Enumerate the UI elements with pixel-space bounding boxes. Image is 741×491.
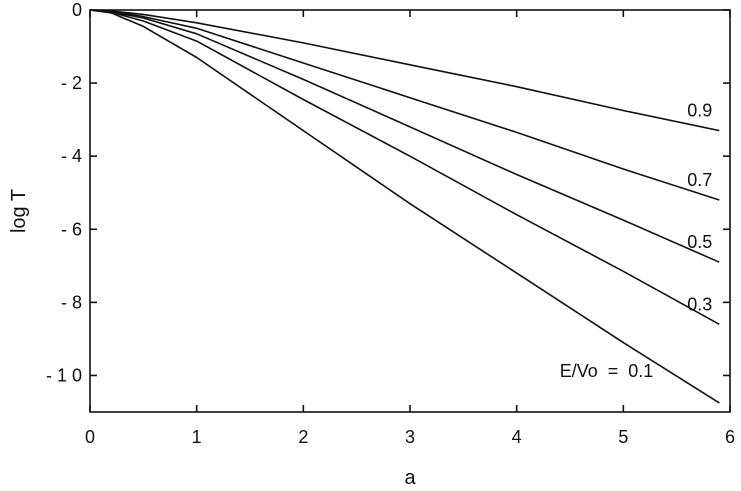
series-line-0.1 — [89, 9, 720, 404]
series-line-0.3 — [89, 9, 720, 326]
x-axis-label: a — [404, 467, 416, 489]
x-tick-label: 5 — [618, 427, 628, 447]
series-labels: 0.9 0.7 0.5 0.3 E/Vo = 0.1 — [560, 101, 713, 381]
y-axis-label: log T — [8, 189, 30, 233]
y-tick-label: - 1 0 — [46, 365, 82, 385]
series-label-0.1: E/Vo = 0.1 — [560, 361, 654, 381]
plot-frame — [89, 9, 731, 413]
series-label-0.9: 0.9 — [687, 101, 712, 121]
series-line-0.9 — [89, 9, 720, 132]
x-tick-label: 3 — [405, 427, 415, 447]
x-axis: 0 1 2 3 4 5 6 — [85, 10, 735, 447]
x-tick-label: 4 — [512, 427, 522, 447]
y-axis: 0 - 2 - 4 - 6 - 8 - 1 0 — [46, 0, 730, 385]
series-line-0.5 — [89, 9, 720, 263]
x-tick-label: 0 — [85, 427, 95, 447]
y-tick-label: - 6 — [61, 219, 82, 239]
x-tick-label: 6 — [725, 427, 735, 447]
series-label-0.5: 0.5 — [687, 232, 712, 252]
x-tick-label: 1 — [192, 427, 202, 447]
x-tick-label: 2 — [298, 427, 308, 447]
series-line-0.7 — [89, 9, 720, 201]
y-tick-label: - 2 — [61, 73, 82, 93]
y-tick-label: - 4 — [61, 146, 82, 166]
series-lines — [89, 9, 720, 404]
series-label-0.7: 0.7 — [687, 170, 712, 190]
y-tick-label: 0 — [72, 0, 82, 20]
y-tick-label: - 8 — [61, 292, 82, 312]
series-label-0.3: 0.3 — [687, 294, 712, 314]
